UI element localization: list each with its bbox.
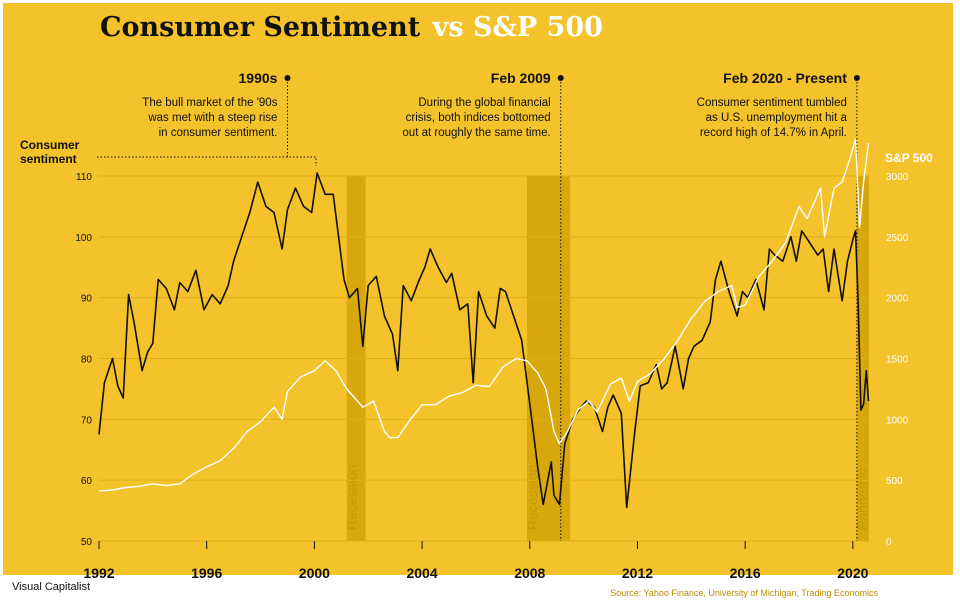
y-right-tick: 0 [886, 537, 892, 548]
annotation-line: The bull market of the '90s [142, 97, 277, 109]
1990s-connector [97, 156, 317, 166]
annotation-line: as U.S. unemployment hit a [706, 112, 848, 124]
annotation-heading: 1990s [239, 70, 278, 86]
annotation-line: Consumer sentiment tumbled [697, 97, 847, 109]
axis-ticks: 50 60 70 80 90 100 110 0 500 1000 1500 2000 2500 3000… [75, 172, 908, 581]
annotation-line: out at roughly the same time. [402, 127, 550, 139]
annotations: 1990s The bull market of the '90s was met … [142, 70, 860, 541]
x-tick: 2008 [514, 565, 545, 581]
x-tick: 2016 [730, 565, 761, 581]
y-left-tick: 70 [81, 415, 93, 426]
series-consumer-sentiment [98, 172, 870, 509]
x-tick: 1992 [83, 565, 114, 581]
left-axis-title-line: sentiment [20, 152, 77, 166]
chart-title: Consumer Sentiment vs S&P 500 [100, 12, 603, 43]
y-left-tick: 50 [81, 537, 93, 548]
left-axis-title: Consumer sentiment [20, 138, 80, 166]
annotation-heading: Feb 2020 - Present [723, 70, 847, 86]
band-label: Recession [344, 465, 360, 530]
right-axis-title: S&P 500 [885, 151, 933, 165]
x-tick: 1996 [191, 565, 222, 581]
y-left-tick: 100 [75, 233, 92, 244]
annotation-line: was met with a steep rise [147, 112, 277, 124]
x-tick: 2004 [406, 565, 437, 581]
annotation-dot [284, 75, 291, 81]
annotation-heading: Feb 2009 [491, 70, 551, 86]
y-right-tick: 1000 [886, 415, 909, 426]
left-axis-title-line: Consumer [20, 138, 80, 152]
annotation-line: During the global financial [418, 97, 550, 109]
y-left-tick: 90 [81, 294, 93, 305]
y-right-tick: 1500 [886, 355, 909, 366]
annotation-line: in consumer sentiment. [159, 127, 278, 139]
chart-background [3, 3, 953, 575]
annotation-line: record high of 14.7% in April. [700, 127, 847, 139]
title-main: Consumer Sentiment [100, 12, 421, 43]
credit-label: Visual Capitalist [12, 581, 90, 593]
x-tick: 2012 [622, 565, 653, 581]
band-label: Pandemic [854, 468, 870, 530]
y-right-tick: 2500 [886, 233, 909, 244]
annotation-dot [853, 75, 860, 81]
annotation-dot [557, 75, 564, 81]
source-note: Source: Yahoo Finance, University of Mic… [610, 588, 878, 598]
band-label: Recession [524, 465, 540, 530]
y-left-tick: 110 [76, 172, 92, 183]
annotation-line: crisis, both indices bottomed [406, 112, 551, 124]
x-tick: 2000 [299, 565, 330, 581]
x-tick: 2020 [837, 565, 868, 581]
series-s-p-500 [98, 138, 870, 492]
title-accent: vs S&P 500 [432, 12, 603, 43]
series [98, 138, 870, 509]
y-left-tick: 60 [81, 476, 93, 487]
y-left-tick: 80 [81, 355, 93, 366]
y-right-tick: 3000 [886, 172, 909, 183]
y-right-tick: 500 [886, 476, 903, 487]
y-right-tick: 2000 [886, 294, 909, 305]
